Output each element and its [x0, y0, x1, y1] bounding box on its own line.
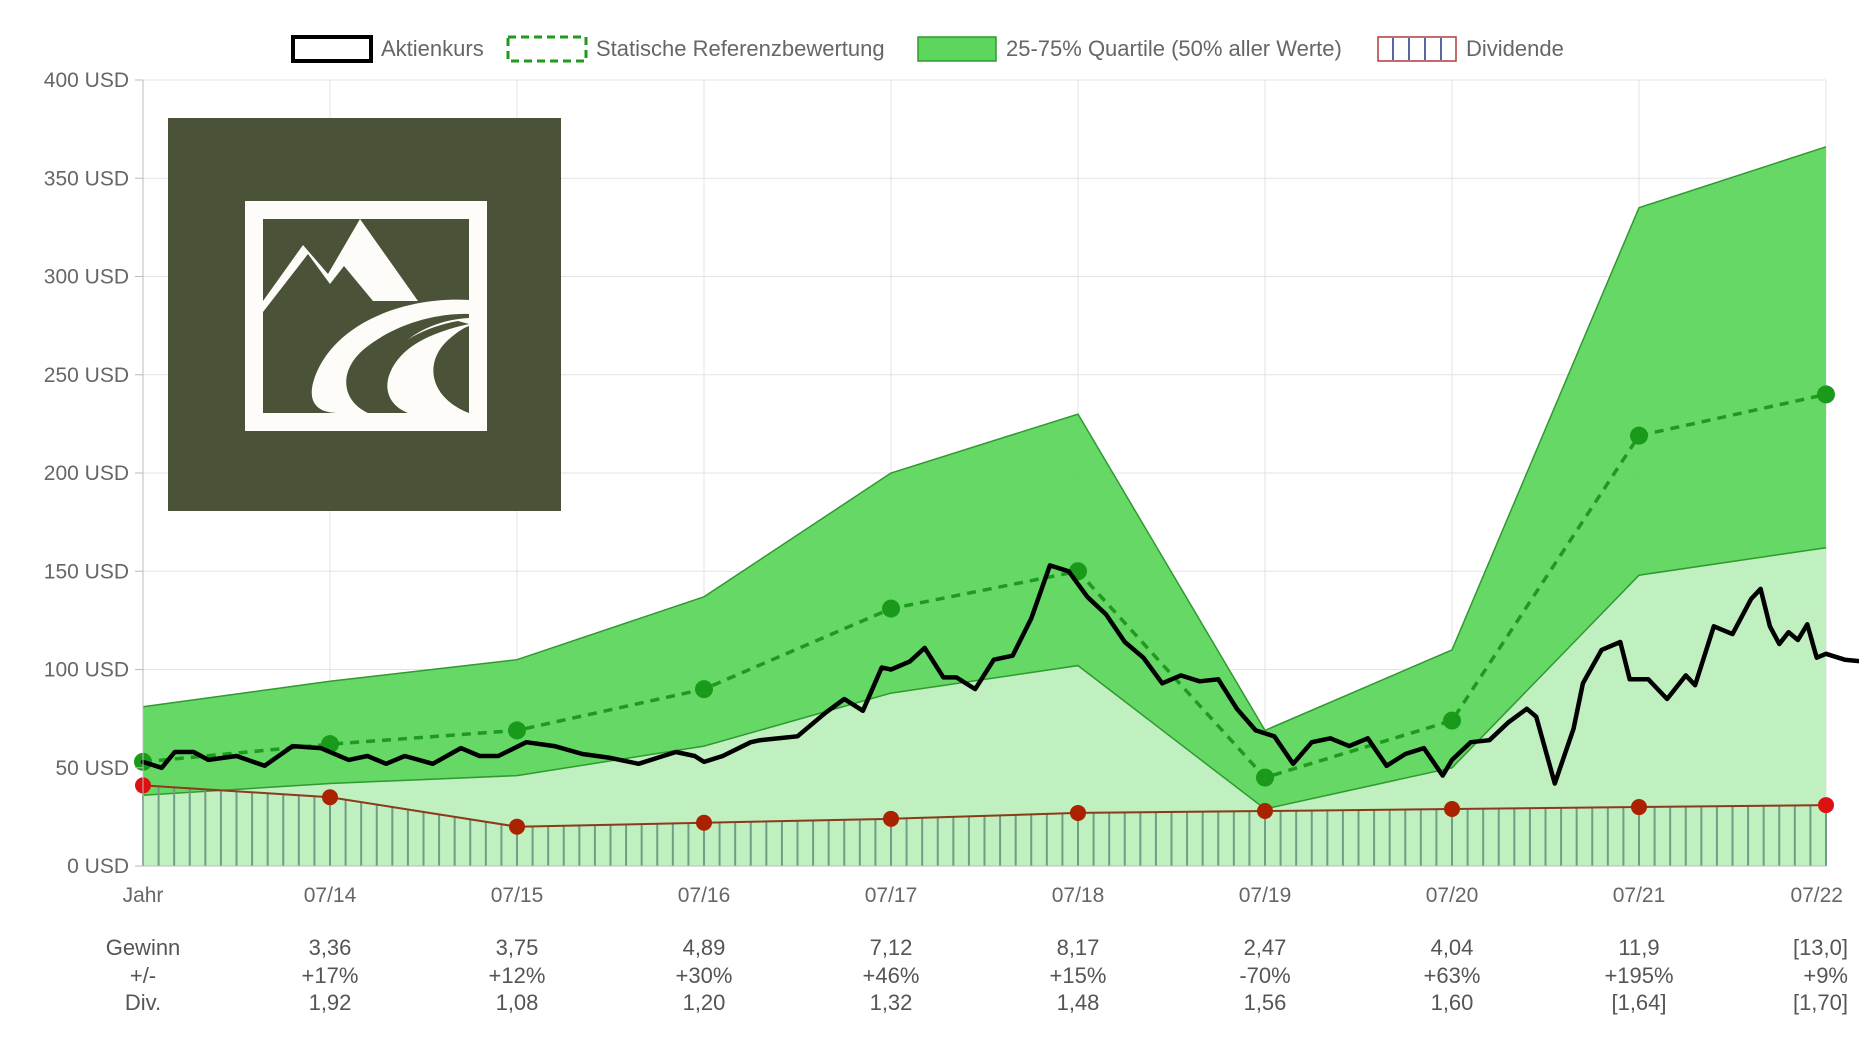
- x-tick-label: Jahr: [123, 884, 164, 907]
- x-tick-label: 07/21: [1613, 884, 1666, 907]
- logo-road-gap: [371, 321, 469, 413]
- reference-series-line: [142, 392, 1827, 780]
- table-cell: +63%: [1424, 963, 1481, 988]
- dividend-point: [1070, 804, 1086, 821]
- y-tick-label: 50 USD: [55, 757, 129, 780]
- x-tick-label: 07/15: [491, 884, 544, 907]
- dividend-point: [322, 789, 338, 806]
- table-cell: +12%: [489, 963, 546, 988]
- table-cell: 3,36: [309, 935, 352, 960]
- table-cell: 1,20: [683, 990, 726, 1015]
- quartile-bands: [142, 146, 1827, 866]
- table-cell: [1,70]: [1793, 990, 1848, 1015]
- reference-point: [882, 599, 900, 618]
- y-tick-label: 250 USD: [44, 364, 129, 387]
- price-series-line: [140, 563, 1859, 786]
- dividend-point: [696, 814, 712, 831]
- dividend-point: [1818, 797, 1834, 814]
- legend-swatch-dividend: [1377, 36, 1457, 62]
- table-cell: +9%: [1803, 963, 1848, 988]
- legend-item-dividend[interactable]: Dividende: [1377, 36, 1564, 62]
- legend-item-reference[interactable]: Statische Referenzbewertung: [506, 35, 885, 63]
- legend: Aktienkurs Statische Referenzbewertung 2…: [291, 35, 1564, 63]
- table-cell: 8,17: [1057, 935, 1100, 960]
- legend-swatch-price: [291, 35, 373, 63]
- table-cell: 1,56: [1244, 990, 1287, 1015]
- table-cell: +46%: [863, 963, 920, 988]
- table-cell: 2,47: [1244, 935, 1287, 960]
- table-cell: [1,64]: [1611, 990, 1666, 1015]
- legend-item-price[interactable]: Aktienkurs: [291, 35, 484, 63]
- quartile-lower-edge: [142, 546, 1827, 810]
- table-cell: +30%: [676, 963, 733, 988]
- legend-swatch-quartile: [917, 36, 997, 62]
- dividend-point: [509, 818, 525, 835]
- legend-label-reference: Statische Referenzbewertung: [596, 36, 885, 61]
- table-cell: 1,92: [309, 990, 352, 1015]
- table-cell: 1,48: [1057, 990, 1100, 1015]
- y-tick-label: 0 USD: [67, 855, 129, 878]
- table-cell: 4,04: [1431, 935, 1474, 960]
- x-tick-label: 07/17: [865, 884, 918, 907]
- y-tick-label: 200 USD: [44, 462, 129, 485]
- y-tick-label: 400 USD: [44, 69, 129, 92]
- reference-point: [508, 721, 526, 740]
- dividend-point: [1257, 802, 1273, 819]
- table-cell: +17%: [302, 963, 359, 988]
- dividend-point: [1444, 801, 1460, 818]
- table-cell: 1,60: [1431, 990, 1474, 1015]
- reference-point: [695, 680, 713, 699]
- x-axis: Jahr 07/14 07/15 07/16 07/17 07/18 07/19 07/20 0…: [123, 865, 1843, 907]
- table-cell: [13,0]: [1793, 935, 1848, 960]
- price-line: [140, 563, 1859, 786]
- table-cell: 3,75: [496, 935, 539, 960]
- dividend-series-line: [142, 784, 1827, 828]
- dividend-point: [1631, 799, 1647, 816]
- table-row-label: Gewinn: [106, 935, 181, 960]
- reference-point: [1817, 385, 1835, 404]
- x-tick-label: 07/16: [678, 884, 731, 907]
- table-cell: +15%: [1050, 963, 1107, 988]
- reference-point: [1630, 426, 1648, 445]
- dividend-point: [883, 810, 899, 827]
- x-tick-label: 07/20: [1426, 884, 1479, 907]
- table-cell: 7,12: [870, 935, 913, 960]
- x-tick-label: 07/14: [304, 884, 357, 907]
- y-axis: 0 USD 50 USD 100 USD 150 USD 200 USD 250 USD 3…: [44, 69, 144, 878]
- mountain-road-logo-icon: [168, 118, 561, 511]
- table-cell: +195%: [1604, 963, 1673, 988]
- reference-point: [1256, 768, 1274, 787]
- legend-label-price: Aktienkurs: [381, 36, 484, 61]
- logo-road-inner: [380, 318, 469, 413]
- legend-label-dividend: Dividende: [1466, 36, 1564, 61]
- table-cell: 1,08: [496, 990, 539, 1015]
- table-cell: 11,9: [1618, 935, 1659, 960]
- x-tick-label: 07/19: [1239, 884, 1292, 907]
- legend-swatch-reference: [506, 35, 588, 63]
- table-row-label: +/-: [130, 963, 156, 988]
- y-tick-label: 150 USD: [44, 560, 129, 583]
- reference-point: [1443, 711, 1461, 730]
- legend-label-quartile: 25-75% Quartile (50% aller Werte): [1006, 36, 1342, 61]
- table-cell: 1,32: [870, 990, 913, 1015]
- table-cell: -70%: [1239, 963, 1290, 988]
- table-cell: 4,89: [683, 935, 726, 960]
- lower-quartile-area: [143, 547, 1826, 866]
- quartile-upper-edge: [142, 146, 1827, 732]
- y-tick-label: 100 USD: [44, 659, 129, 682]
- quartile-band-area: [143, 146, 1826, 810]
- x-tick-label: 07/22: [1790, 884, 1843, 907]
- legend-item-quartile[interactable]: 25-75% Quartile (50% aller Werte): [917, 36, 1342, 62]
- y-tick-label: 300 USD: [44, 266, 129, 289]
- logo-road: [311, 299, 469, 413]
- logo-mountains: [263, 219, 418, 312]
- y-tick-label: 350 USD: [44, 167, 129, 190]
- x-tick-label: 07/18: [1052, 884, 1105, 907]
- fundamentals-table: Gewinn 3,36 3,75 4,89 7,12 8,17 2,47 4,04 11,9 [1…: [106, 935, 1848, 1015]
- table-row-label: Div.: [125, 990, 161, 1015]
